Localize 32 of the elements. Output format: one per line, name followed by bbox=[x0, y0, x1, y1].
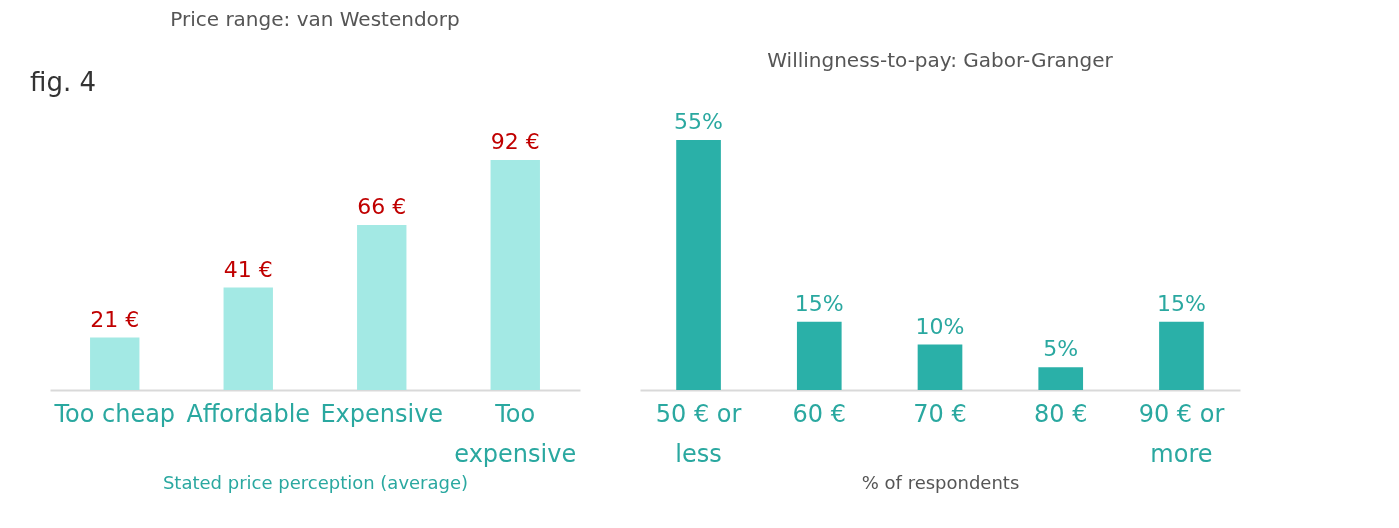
x-tick-label: 60 € bbox=[792, 399, 846, 428]
data-label: 41 € bbox=[223, 256, 273, 282]
bar bbox=[796, 321, 842, 390]
data-label: 15% bbox=[1157, 290, 1206, 316]
bar bbox=[676, 140, 721, 390]
x-axis-title: % of respondents bbox=[861, 471, 1020, 493]
bar bbox=[357, 225, 407, 390]
data-label: 5% bbox=[1043, 336, 1079, 362]
bar bbox=[1038, 367, 1084, 390]
bar bbox=[90, 337, 140, 390]
x-tick-label: 90 € or more bbox=[1138, 399, 1225, 468]
data-label: 15% bbox=[794, 290, 844, 316]
bar bbox=[1159, 321, 1204, 390]
x-tick-label: Expensive bbox=[320, 399, 444, 428]
data-label: 10% bbox=[915, 313, 965, 339]
bar bbox=[917, 344, 963, 390]
chart-title: Price range: van Westendorp bbox=[170, 7, 460, 31]
chart-title: Willingness-to-pay: Gabor-Granger bbox=[767, 48, 1114, 72]
x-tick-label: Affordable bbox=[186, 399, 311, 428]
caption: fig. 4 bbox=[30, 67, 96, 97]
x-tick-label: Too cheap bbox=[53, 399, 176, 428]
x-tick-label: 70 € bbox=[913, 399, 967, 428]
x-axis-title: Stated price perception (average) bbox=[162, 471, 469, 493]
bar bbox=[223, 287, 273, 390]
x-tick-label: Too expensive bbox=[454, 399, 577, 468]
x-tick-label: 80 € bbox=[1034, 399, 1088, 428]
bar bbox=[490, 160, 540, 390]
data-label: 55% bbox=[674, 109, 723, 134]
x-tick-label: 50 € or less bbox=[655, 399, 742, 468]
data-label: 21 € bbox=[90, 306, 140, 332]
data-label: 66 € bbox=[357, 194, 407, 219]
data-label: 92 € bbox=[490, 129, 540, 154]
